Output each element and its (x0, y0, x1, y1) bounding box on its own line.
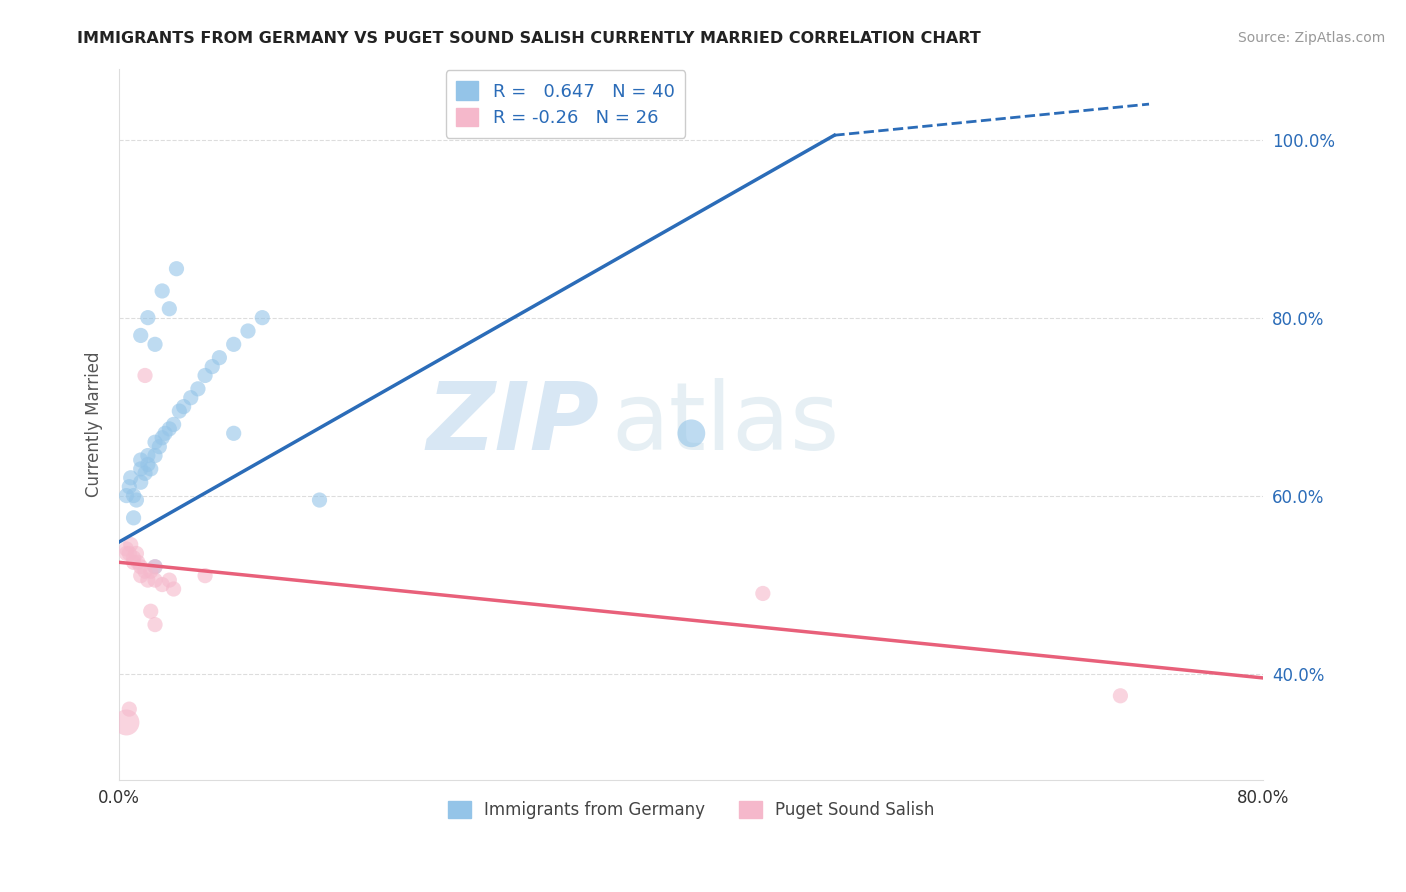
Point (129, 559, 152, 574)
Point (143, 449, 166, 463)
Point (134, 564, 156, 578)
Point (252, 310, 274, 325)
Point (143, 559, 166, 574)
Point (125, 493, 148, 508)
Point (194, 368, 217, 383)
Point (120, 471, 142, 485)
Point (134, 368, 156, 383)
Point (115, 541, 138, 556)
Point (120, 537, 142, 551)
Point (208, 351, 231, 365)
Point (236, 324, 259, 338)
Point (122, 511, 145, 525)
Point (157, 422, 180, 436)
Point (148, 440, 170, 454)
Point (1109, 689, 1132, 703)
Point (129, 328, 152, 343)
Point (118, 702, 141, 716)
Point (157, 301, 180, 316)
Point (136, 458, 159, 472)
Point (139, 462, 162, 476)
Point (143, 617, 166, 632)
Point (143, 337, 166, 351)
Point (150, 431, 173, 445)
Point (125, 546, 148, 560)
Point (129, 475, 152, 490)
Point (129, 462, 152, 476)
Point (153, 426, 176, 441)
Point (150, 577, 173, 591)
Point (134, 467, 156, 481)
Point (129, 453, 152, 467)
Point (150, 284, 173, 298)
Point (681, 426, 703, 441)
Point (127, 555, 149, 569)
Point (308, 493, 330, 508)
Point (201, 359, 224, 374)
Text: IMMIGRANTS FROM GERMANY VS PUGET SOUND SALISH CURRENTLY MARRIED CORRELATION CHAR: IMMIGRANTS FROM GERMANY VS PUGET SOUND S… (77, 31, 981, 46)
Point (136, 573, 159, 587)
Point (752, 586, 775, 600)
Point (129, 568, 152, 582)
Point (162, 417, 184, 432)
Point (115, 489, 138, 503)
Point (122, 550, 145, 565)
Point (187, 382, 209, 396)
Point (162, 582, 184, 596)
Point (118, 546, 141, 560)
Text: ZIP: ZIP (427, 378, 600, 470)
Point (173, 400, 195, 414)
Y-axis label: Currently Married: Currently Married (86, 351, 103, 497)
Point (115, 546, 138, 560)
Point (180, 391, 202, 405)
Point (143, 435, 166, 450)
Point (143, 559, 166, 574)
Text: atlas: atlas (612, 378, 839, 470)
Point (136, 310, 159, 325)
Point (136, 449, 159, 463)
Point (222, 426, 245, 441)
Point (143, 573, 166, 587)
Point (122, 555, 145, 569)
Point (115, 715, 138, 730)
Point (139, 564, 162, 578)
Point (139, 604, 162, 618)
Point (118, 480, 141, 494)
Text: Source: ZipAtlas.com: Source: ZipAtlas.com (1237, 31, 1385, 45)
Point (157, 573, 180, 587)
Point (194, 568, 217, 582)
Point (222, 337, 245, 351)
Point (166, 261, 188, 276)
Legend: Immigrants from Germany, Puget Sound Salish: Immigrants from Germany, Puget Sound Sal… (441, 794, 942, 825)
Point (122, 489, 145, 503)
Point (169, 404, 191, 418)
